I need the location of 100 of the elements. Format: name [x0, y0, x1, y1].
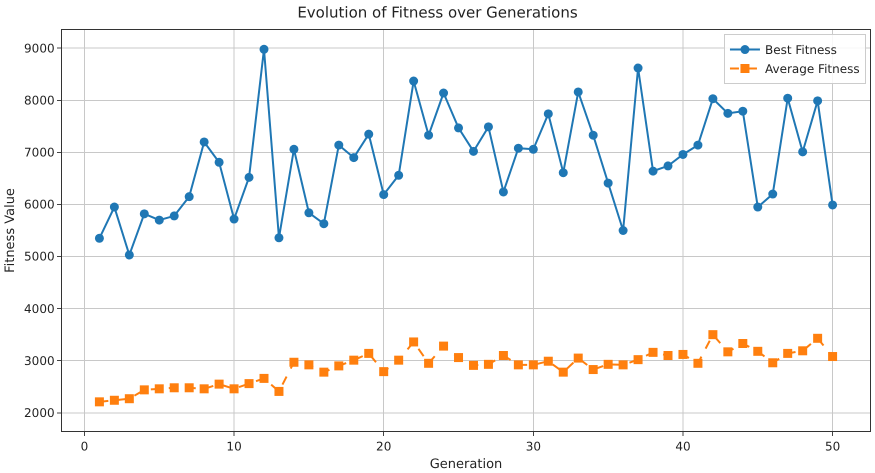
point: [648, 166, 658, 176]
y-tick-label: 4000: [24, 302, 55, 316]
y-tick-label: 9000: [24, 41, 55, 56]
point: [798, 346, 808, 356]
point: [753, 346, 762, 356]
point: [364, 348, 374, 358]
point: [154, 384, 164, 394]
point: [274, 233, 284, 242]
point: [558, 168, 568, 178]
x-tick-label: 40: [675, 439, 691, 454]
point: [394, 356, 404, 365]
point: [604, 360, 613, 369]
point: [514, 360, 523, 370]
point: [813, 96, 822, 106]
x-tick-label: 10: [226, 439, 242, 454]
point: [409, 76, 418, 86]
point: [260, 374, 268, 383]
point: [588, 365, 598, 374]
point: [468, 146, 478, 156]
point: [664, 350, 672, 360]
point: [604, 178, 613, 188]
chart-title: Evolution of Fitness over Generations: [297, 4, 578, 22]
point: [184, 383, 194, 392]
point: [124, 394, 134, 404]
point: [140, 385, 149, 394]
point: [424, 358, 434, 368]
point: [124, 250, 134, 260]
y-tick-label: 8000: [24, 94, 55, 108]
point: [783, 348, 792, 358]
point: [723, 347, 732, 356]
point: [634, 64, 643, 73]
point: [544, 356, 553, 366]
point: [319, 219, 328, 228]
point: [588, 130, 598, 140]
point: [484, 360, 493, 369]
point: [708, 94, 718, 104]
point: [439, 88, 448, 98]
point: [454, 353, 464, 362]
point: [319, 368, 328, 377]
point: [349, 153, 358, 162]
point: [768, 190, 778, 199]
point: [184, 192, 194, 202]
point: [94, 234, 104, 243]
point: [274, 386, 284, 396]
point: [528, 144, 538, 154]
point: [334, 140, 344, 150]
x-tick-label: 50: [824, 439, 840, 454]
point: [304, 208, 314, 218]
point: [244, 172, 254, 182]
y-tick-label: 2000: [24, 406, 55, 420]
point: [379, 190, 388, 200]
point: [379, 367, 388, 376]
x-tick-label: 20: [376, 439, 392, 454]
point: [828, 352, 838, 362]
point: [110, 202, 119, 212]
point: [514, 144, 523, 153]
point: [289, 358, 298, 367]
point: [409, 337, 418, 346]
point: [783, 94, 792, 103]
point: [364, 130, 374, 139]
point: [304, 360, 314, 370]
x-tick-label: 30: [526, 439, 541, 454]
x-tick-label: 0: [80, 439, 88, 454]
point: [708, 330, 718, 340]
point: [798, 147, 808, 156]
point: [753, 202, 762, 212]
y-tick-label: 7000: [24, 146, 55, 160]
point: [214, 380, 224, 389]
point: [634, 355, 643, 364]
legend-label: Average Fitness: [764, 62, 860, 76]
point: [289, 144, 298, 154]
point: [738, 339, 748, 348]
point: [244, 379, 254, 388]
point: [439, 342, 448, 351]
point: [349, 356, 358, 365]
point: [528, 360, 538, 370]
point: [484, 122, 493, 132]
point: [738, 106, 748, 116]
point: [110, 396, 119, 405]
point: [723, 108, 732, 118]
point: [648, 348, 658, 357]
point: [678, 150, 688, 159]
point: [154, 216, 164, 225]
legend-label: Best Fitness: [764, 43, 837, 58]
point: [693, 140, 702, 150]
point: [170, 383, 179, 392]
point: [200, 137, 209, 146]
point: [170, 211, 179, 220]
point: [768, 358, 778, 368]
point: [618, 226, 628, 235]
point: [230, 214, 239, 224]
y-tick-label: 3000: [24, 354, 55, 368]
point: [828, 200, 838, 210]
point: [334, 361, 344, 370]
point: [544, 109, 553, 118]
y-axis-title: Fitness Value: [3, 188, 18, 273]
point: [468, 360, 478, 370]
point: [498, 350, 508, 360]
point: [424, 130, 434, 140]
point: [618, 360, 628, 370]
